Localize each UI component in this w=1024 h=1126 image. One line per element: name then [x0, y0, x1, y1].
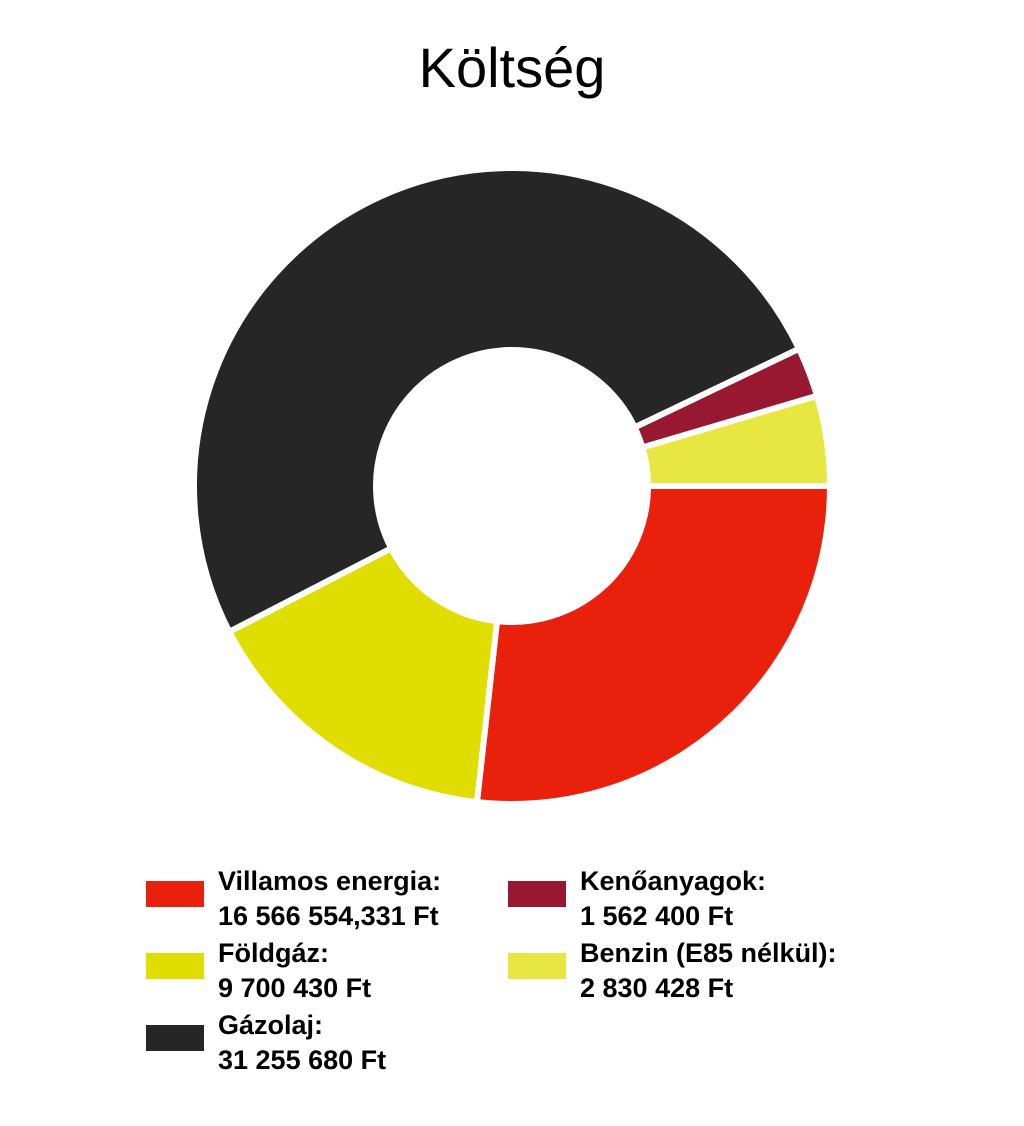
legend-text-foldgaz: Földgáz: 9 700 430 Ft	[218, 936, 371, 1006]
slice-benzin	[638, 392, 834, 489]
legend-label-benzin: Benzin (E85 nélkül):	[580, 938, 837, 968]
legend-label-kenoanyag: Kenőanyagok:	[580, 866, 767, 896]
legend-value-gazolaj: 31 255 680 Ft	[218, 1045, 387, 1075]
legend-value-kenoanyag: 1 562 400 Ft	[580, 901, 734, 931]
legend-value-foldgaz: 9 700 430 Ft	[218, 973, 372, 1003]
legend-item-kenoanyag: Kenőanyagok: 1 562 400 Ft	[508, 864, 766, 934]
legend-swatch-foldgaz	[146, 953, 204, 979]
legend-text-kenoanyag: Kenőanyagok: 1 562 400 Ft	[580, 864, 766, 934]
chart-title: Költség	[418, 36, 606, 99]
legend-value-benzin: 2 830 428 Ft	[580, 973, 734, 1003]
legend-item-foldgaz: Földgáz: 9 700 430 Ft	[146, 936, 371, 1006]
legend-value-villamos: 16 566 554,331 Ft	[218, 901, 439, 931]
legend-label-villamos: Villamos energia:	[218, 866, 442, 896]
legend-label-foldgaz: Földgáz:	[218, 938, 329, 968]
legend-swatch-benzin	[508, 953, 566, 979]
legend-swatch-kenoanyag	[508, 881, 566, 907]
legend-item-benzin: Benzin (E85 nélkül): 2 830 428 Ft	[508, 936, 837, 1006]
legend-text-villamos: Villamos energia: 16 566 554,331 Ft	[218, 864, 441, 934]
legend-swatch-gazolaj	[146, 1025, 204, 1051]
slice-gazolaj	[191, 165, 803, 636]
legend-swatch-villamos	[146, 881, 204, 907]
legend-item-villamos: Villamos energia: 16 566 554,331 Ft	[146, 864, 441, 934]
legend-label-gazolaj: Gázolaj:	[218, 1010, 324, 1040]
legend-item-gazolaj: Gázolaj: 31 255 680 Ft	[146, 1008, 386, 1078]
slice-foldgaz	[225, 544, 501, 806]
slice-villamos	[473, 483, 834, 807]
legend-text-benzin: Benzin (E85 nélkül): 2 830 428 Ft	[580, 936, 837, 1006]
legend-text-gazolaj: Gázolaj: 31 255 680 Ft	[218, 1008, 386, 1078]
